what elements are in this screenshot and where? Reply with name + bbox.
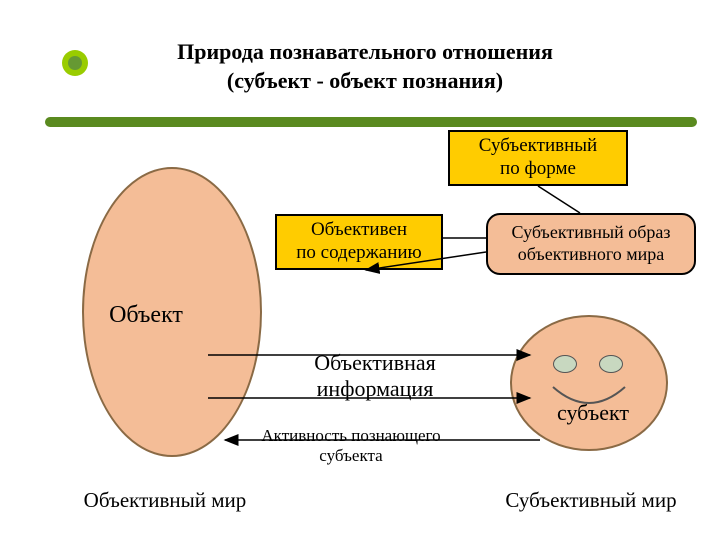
ymid-line2: по содержанию (296, 242, 422, 263)
activity-label: Активность познающего субъекта (236, 426, 466, 466)
title-line1: Природа познавательного отношения (177, 39, 553, 64)
subjective-world-label: Субъективный мир (476, 488, 706, 513)
subject-face (510, 315, 668, 451)
ytop-line2: по форме (500, 158, 576, 179)
act-line2: субъекта (319, 446, 382, 465)
act-line1: Активность познающего (261, 426, 440, 445)
green-divider (45, 117, 697, 127)
rright-line2: объективного мира (518, 244, 665, 264)
rright-line1: Субъективный образ (512, 222, 671, 242)
box-subjective-form: Субъективный по форме (448, 130, 628, 186)
ymid-line1: Объективен (311, 219, 407, 240)
ytop-line1: Субъективный (479, 135, 597, 156)
box-subjective-image: Субъективный образ объективного мира (486, 213, 696, 275)
info-line2: информация (317, 376, 434, 401)
face-eye-left (553, 355, 577, 373)
info-line1: Объективная (314, 350, 436, 375)
box-objective-content: Объективен по содержанию (275, 214, 443, 270)
title-line2: (субъект - объект познания) (227, 68, 503, 93)
objective-info-label: Объективная информация (290, 350, 460, 402)
objective-world-label: Объективный мир (60, 488, 270, 513)
subject-label: субъект (548, 400, 638, 426)
object-label: Объект (96, 302, 196, 329)
title-bullet-inner (68, 56, 82, 70)
page-title: Природа познавательного отношения (субъе… (150, 38, 580, 95)
face-eye-right (599, 355, 623, 373)
